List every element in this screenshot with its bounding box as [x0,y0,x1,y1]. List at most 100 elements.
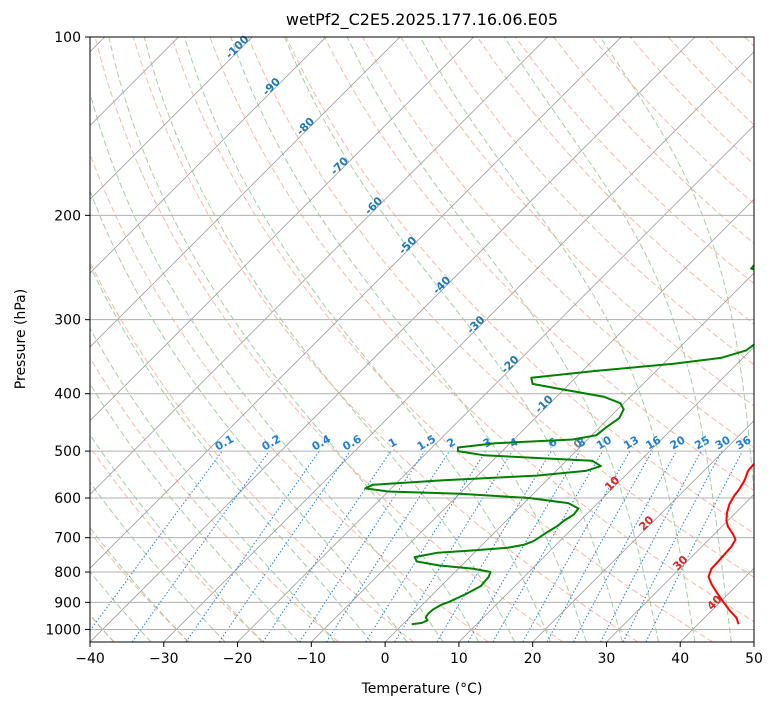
isotherm-line [458,346,754,642]
chart-title: wetPf2_C2E5.2025.177.16.06.E05 [286,10,558,30]
mixing-ratio-line [645,450,743,642]
dry-adiabat-line [132,37,639,642]
mixing-ratio-line [522,450,631,642]
mixing-ratio-line [325,450,450,642]
isotherm-line [606,493,754,642]
plot-frame [89,36,755,643]
mixing-ratio-line [394,450,513,642]
isotherm-line [753,641,754,642]
y-tick-label: 300 [54,313,81,329]
dry-adiabat-label: 20 [636,513,656,533]
dewpoint-profile-line [364,263,754,626]
moist-adiabat-line [284,37,623,642]
dry-adiabat-line [90,152,489,642]
isotherm-line [311,198,754,642]
mixing-ratio-line [131,450,270,642]
moist-adiabat-line [90,382,299,642]
mixing-ratio-label: 1 [386,435,399,450]
isotherm-line [384,272,754,642]
isotherm-line [237,124,754,642]
dry-adiabat-line [94,37,564,642]
y-tick-label: 800 [54,565,81,581]
moist-adiabat-line [90,264,372,642]
dry-adiabat-label: 40 [705,592,725,612]
mixing-ratio-line [573,450,677,642]
dry-adiabat-line [90,446,265,642]
sounding-profiles [364,263,754,626]
mixing-ratio-line [622,450,723,642]
mixing-ratio-line [546,450,653,642]
dry-adiabat-line [476,37,754,325]
moist-adiabat-line [90,189,408,642]
mixing-ratio-label: 10 [594,433,614,452]
isotherm-line [90,37,327,274]
moist-adiabat-line [90,571,152,642]
dry-adiabat-label: -20 [498,353,521,376]
dry-adiabat-line [362,37,754,449]
dry-adiabat-label: -90 [260,75,283,98]
mixing-ratio-label: 6 [546,435,559,450]
y-tick-label: 400 [54,387,81,403]
x-axis-label: Temperature (°C) [361,681,483,697]
mixing-ratio-line [90,450,223,632]
mixing-ratio-label: 0.2 [260,432,283,453]
x-tick-label: 20 [524,651,542,667]
dry-adiabat-label: -40 [430,273,453,296]
x-tick-label: 0 [381,651,390,667]
dry-adiabat-line [209,37,754,623]
dry-adiabat-label: -80 [294,115,317,138]
mixing-ratio-labels: 0.1 0.2 0.4 0.6 1 1.5 2 3 4 6 8 10 13 16 20 25 30 36 [213,432,754,453]
moist-adiabat-line [183,37,551,642]
mixing-ratio-line [600,450,702,642]
y-axis-ticks: 100 200 300 400 500 600 700 800 900 1000 [45,30,90,638]
mixing-ratio-label: 16 [644,433,664,452]
mixing-ratio-line [185,450,320,642]
dry-adiabat-line [90,356,339,642]
dry-adiabat-label: -10 [532,392,555,415]
x-tick-label: 50 [745,651,763,667]
moist-adiabat-line [419,37,696,642]
moist-adiabat-line [90,481,226,642]
dry-adiabat-label: 10 [602,473,622,493]
isotherm-line [163,51,754,642]
isotherm-line [532,420,754,642]
mixing-ratio-label: 13 [621,433,641,452]
dry-adiabat-label: -70 [328,154,351,177]
isotherm-line [90,37,474,422]
mixing-ratio-label: 20 [668,433,688,452]
dry-adiabat-line [438,37,754,366]
dry-adiabat-line [744,37,754,47]
moist-adiabat-line [599,37,754,496]
isotherm-line [90,37,548,496]
mixing-ratio-label: 2 [445,435,458,450]
dry-adiabat-line [171,37,713,642]
dry-adiabat-line [629,37,754,165]
dry-adiabat-label: -50 [396,234,419,257]
y-tick-label: 700 [54,531,81,547]
moist-adiabat-line [503,37,732,642]
mixing-ratio-line [218,450,351,642]
isotherm-line [90,37,696,642]
y-tick-label: 100 [54,30,81,46]
moist-adiabat-line [230,37,587,642]
y-tick-label: 500 [54,444,81,460]
dry-adiabat-line [553,37,754,245]
x-tick-label: −10 [297,651,327,667]
y-tick-label: 600 [54,491,81,507]
y-tick-label: 200 [54,208,81,224]
temperature-profile-line [707,462,754,625]
mixing-ratio-label: 0.1 [213,432,236,453]
dry-adiabat-line [515,37,754,285]
x-axis-ticks: −40 −30 −20 −10 0 10 20 30 40 50 [75,642,763,667]
moist-adiabat-line [90,527,189,642]
x-tick-label: 10 [450,651,468,667]
mixing-ratio-line [365,450,487,642]
background-lines [90,37,754,642]
isotherm-line [90,37,622,569]
x-tick-label: 30 [598,651,616,667]
mixing-ratio-line [299,450,426,642]
dry-adiabat-line [706,37,754,87]
y-tick-label: 900 [54,595,81,611]
x-tick-label: −40 [75,651,105,667]
